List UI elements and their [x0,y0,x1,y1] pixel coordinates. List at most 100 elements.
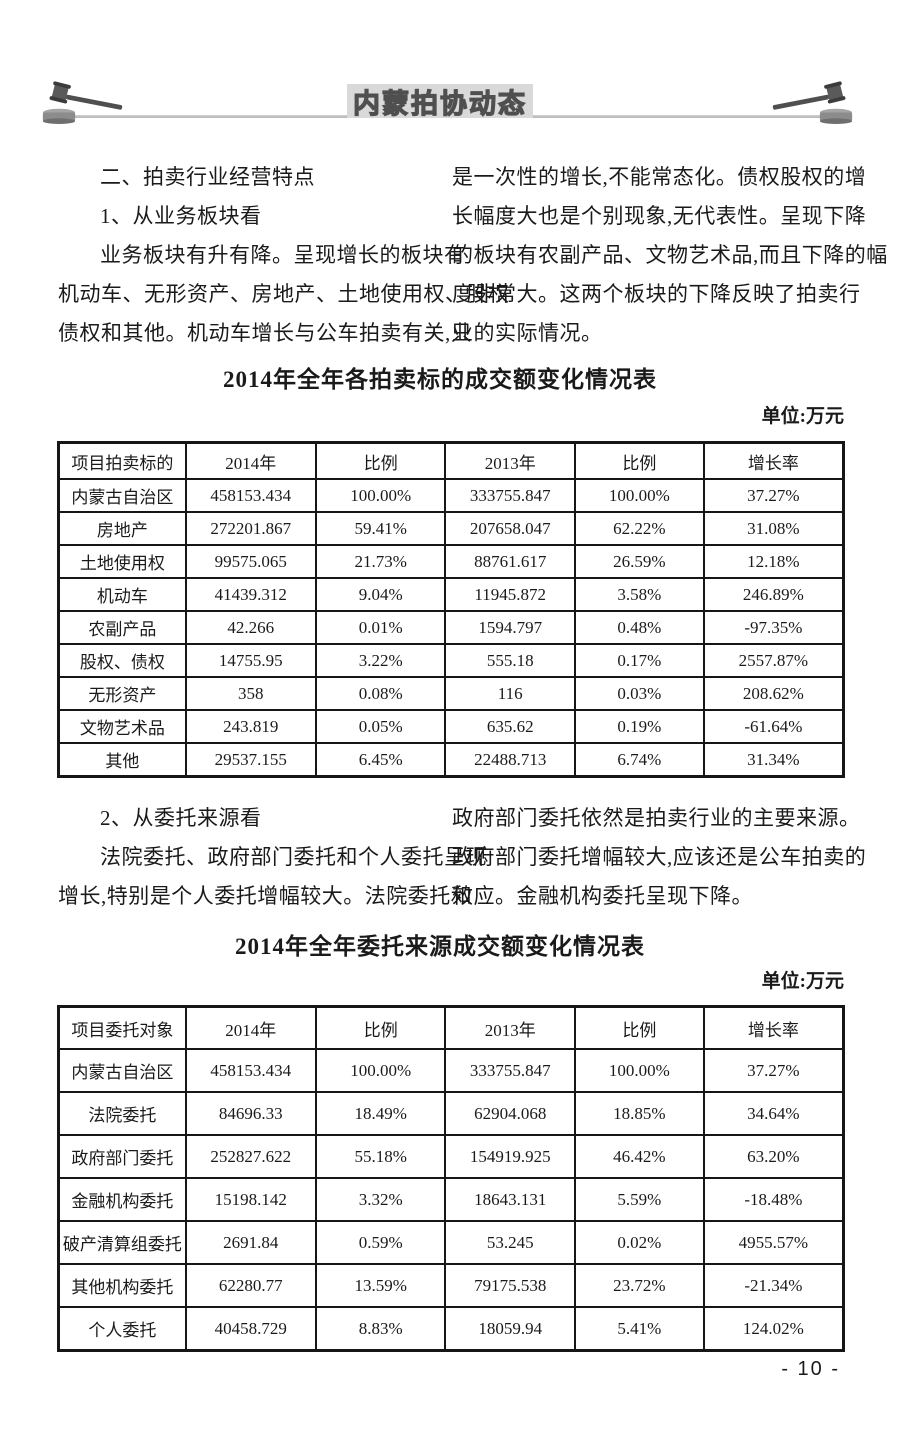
cell: 0.01% [314,610,447,645]
cell: 272201.867 [184,511,317,546]
cell: -21.34% [702,1263,845,1308]
table-row: 内蒙古自治区 458153.434 100.00% 333755.847 100.00%… [57,1048,845,1093]
cell: 208.62% [702,676,845,711]
table2-title: 2014年全年委托来源成交额变化情况表 [235,934,645,959]
section1-left-column: 二、拍卖行业经营特点 1、从业务板块看业务板块有升有降。呈现增长的板块有机动车、无… [58,158,510,353]
table-header-row: 项目拍卖标的 2014年 比例 2013年 比例 增长率 [57,441,845,480]
cell: 8.83% [314,1306,447,1352]
cell: 18.85% [573,1091,705,1136]
cell: 22488.713 [444,742,576,778]
cell: 6.45% [314,742,447,778]
table-row: 农副产品 42.266 0.01% 1594.797 0.48% -97.35% [57,610,845,645]
cell: 21.73% [314,544,447,579]
cell: 3.22% [314,643,447,678]
cell: 11945.872 [444,577,576,612]
masthead-title: 内蒙拍协动态 [352,88,527,119]
cell: 243.819 [184,709,317,744]
cell: 458153.434 [184,1048,317,1093]
cell: 6.74% [573,742,705,778]
consignment-sources-table: 项目委托对象 2014年 比例 2013年 比例 增长率 内蒙古自治区 458153.434 1… [57,1005,845,1352]
cell: 3.32% [314,1177,447,1222]
cell: 23.72% [573,1263,705,1308]
column-header: 比例 [314,1005,447,1050]
text-line: 法院委托、政府部门委托和个人委托呈现 [100,845,487,869]
cell: 124.02% [702,1306,845,1352]
cell: 26.59% [573,544,705,579]
section1-right-column: 是一次性的增长,不能常态化。债权股权的增 长幅度大也是个别现象,无代表性。呈现下降… [452,158,888,353]
cell: 252827.622 [184,1134,317,1179]
cell: 100.00% [314,1048,447,1093]
cell: 246.89% [702,577,845,612]
table1-unit-label: 单位:万元 [761,406,844,427]
cell: 内蒙古自治区 [57,478,187,513]
cell: 14755.95 [184,643,317,678]
cell: 99575.065 [184,544,317,579]
cell: 53.245 [444,1220,576,1265]
cell: 42.266 [184,610,317,645]
text-line: 政府部门委托依然是拍卖行业的主要来源。 [452,806,861,830]
text-line: 长幅度大也是个别现象,无代表性。呈现下降 [452,204,867,228]
text-line: 1、从业务板块看 [100,204,262,228]
column-header: 比例 [314,441,447,480]
cell: 62.22% [573,511,705,546]
table-row: 破产清算组委托 2691.84 0.59% 53.245 0.02% 4955.57% [57,1220,845,1265]
cell: 5.59% [573,1177,705,1222]
table2-unit-label: 单位:万元 [761,971,844,992]
cell: 31.34% [702,742,845,778]
gavel-icon-right [772,81,853,124]
cell: 62904.068 [444,1091,576,1136]
cell: 法院委托 [57,1091,187,1136]
table-header-row: 项目委托对象 2014年 比例 2013年 比例 增长率 [57,1005,845,1050]
cell: 0.48% [573,610,705,645]
table-row: 金融机构委托 15198.142 3.32% 18643.131 5.59% -18.48… [57,1177,845,1222]
cell: 13.59% [314,1263,447,1308]
column-header: 2013年 [444,441,576,480]
table-row: 其他 29537.155 6.45% 22488.713 6.74% 31.34% [57,742,845,778]
table-row: 文物艺术品 243.819 0.05% 635.62 0.19% -61.64% [57,709,845,744]
cell: 34.64% [702,1091,845,1136]
text-line: 业务板块有升有降。呈现增长的板块有 [100,243,466,267]
text-line: 的板块有农副产品、文物艺术品,而且下降的幅 [452,243,888,267]
text-line: 机动车、无形资产、房地产、土地使用权、股权 [58,282,510,306]
cell: 333755.847 [444,478,576,513]
cell: 0.19% [573,709,705,744]
text-line: 二、拍卖行业经营特点 [100,165,315,189]
column-header: 项目委托对象 [57,1005,187,1050]
cell: 0.03% [573,676,705,711]
cell: 其他机构委托 [57,1263,187,1308]
column-header: 2014年 [184,1005,317,1050]
cell: 207658.047 [444,511,576,546]
cell: 154919.925 [444,1134,576,1179]
text-line: 增长,特别是个人委托增幅较大。法院委托和 [58,884,473,908]
cell: 1594.797 [444,610,576,645]
table-row: 房地产 272201.867 59.41% 207658.047 62.22% 31.08… [57,511,845,546]
table-row: 机动车 41439.312 9.04% 11945.872 3.58% 246.89% [57,577,845,612]
column-header: 比例 [573,441,705,480]
cell: 破产清算组委托 [57,1220,187,1265]
table1-title: 2014年全年各拍卖标的成交额变化情况表 [223,367,657,392]
cell: 63.20% [702,1134,845,1179]
cell: 3.58% [573,577,705,612]
table-row: 法院委托 84696.33 18.49% 62904.068 18.85% 34.64% [57,1091,845,1136]
table-row: 其他机构委托 62280.77 13.59% 79175.538 23.72% -21.3… [57,1263,845,1308]
cell: -18.48% [702,1177,845,1222]
cell: 内蒙古自治区 [57,1048,187,1093]
table-row: 股权、债权 14755.95 3.22% 555.18 0.17% 2557.87% [57,643,845,678]
cell: 文物艺术品 [57,709,187,744]
cell: 0.59% [314,1220,447,1265]
table-row: 无形资产 358 0.08% 116 0.03% 208.62% [57,676,845,711]
gavel-icon-left [42,81,123,124]
column-header: 2013年 [444,1005,576,1050]
cell: 59.41% [314,511,447,546]
cell: 政府部门委托 [57,1134,187,1179]
cell: 土地使用权 [57,544,187,579]
page-number: - 10 - [781,1358,840,1380]
text-line: 债权和其他。机动车增长与公车拍卖有关,只 [58,321,473,345]
cell: 机动车 [57,577,187,612]
column-header: 增长率 [702,1005,845,1050]
cell: 88761.617 [444,544,576,579]
table-row: 个人委托 40458.729 8.83% 18059.94 5.41% 124.02% [57,1306,845,1352]
cell: 635.62 [444,709,576,744]
cell: 0.02% [573,1220,705,1265]
